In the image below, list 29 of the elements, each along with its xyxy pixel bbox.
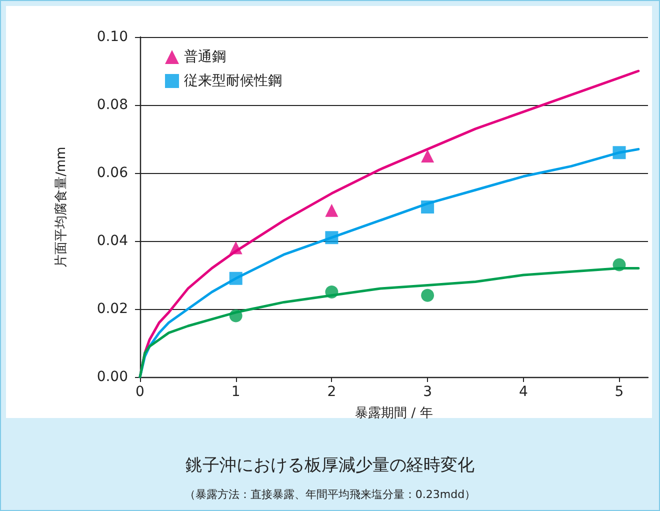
- point: [325, 286, 338, 298]
- y-tick-label: 0.08: [96, 97, 128, 113]
- point: [325, 231, 338, 244]
- point: [421, 288, 434, 302]
- y-tick-label: 0.04: [96, 233, 128, 249]
- x-tick-label: 2: [327, 384, 336, 400]
- point: [229, 272, 242, 285]
- y-axis-title: 片面平均腐食量/mm: [54, 146, 69, 268]
- x-tick-label: 0: [136, 384, 144, 400]
- point: [612, 146, 626, 160]
- x-axis-title: 暴露期間 / 年: [355, 406, 433, 421]
- point: [612, 258, 626, 272]
- x-tick-label: 4: [518, 384, 528, 400]
- y-tick-label: 0.10: [96, 29, 128, 45]
- point: [229, 241, 242, 254]
- legend-label: 普通鋼: [184, 48, 226, 65]
- text: （暴露方法：直接暴露、年間平均飛来塩分量：0.23mdd）: [184, 488, 476, 501]
- x-tick-label: 5: [614, 384, 624, 400]
- text: 銚子沖における板厚減少量の経時変化: [186, 456, 474, 476]
- point: [421, 200, 434, 214]
- y-tick-label: 0.02: [96, 301, 128, 317]
- point: [421, 150, 434, 162]
- y-tick-label: 0.00: [96, 369, 128, 385]
- legend-label: 従来型耐候性鋼: [184, 73, 282, 89]
- y-tick-label: 0.06: [96, 165, 128, 181]
- x-tick-label: 1: [231, 384, 240, 400]
- x-tick-label: 3: [423, 384, 432, 400]
- point: [325, 204, 338, 217]
- point: [229, 309, 242, 322]
